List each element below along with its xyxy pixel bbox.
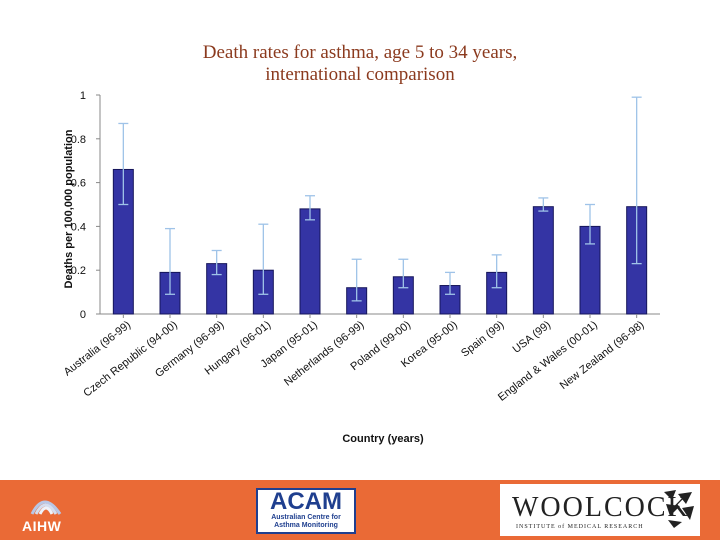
y-tick-label: 0.8 bbox=[71, 134, 86, 146]
aihw-logo-text: AIHW bbox=[22, 518, 62, 534]
x-axis-title: Country (years) bbox=[342, 433, 424, 445]
x-tick-labels: Australia (96-99)Czech Republic (94-00)G… bbox=[62, 314, 647, 404]
y-axis: 0 0.2 0.4 0.6 0.8 1 bbox=[71, 90, 660, 321]
woolcock-logo: WOOLCOCK INSTITUTE of MEDICAL RESEARCH bbox=[500, 484, 700, 536]
aihw-logo-icon bbox=[30, 500, 62, 515]
acam-logo: ACAM Australian Centre for Asthma Monito… bbox=[256, 488, 356, 534]
chart-title-line-1: Death rates for asthma, age 5 to 34 year… bbox=[202, 42, 518, 63]
y-axis-title: Deaths per 100,000 population bbox=[63, 129, 75, 288]
woolcock-emblem-icon bbox=[664, 490, 694, 528]
chart-title: Death rates for asthma, age 5 to 34 year… bbox=[0, 42, 720, 86]
x-tick-label: USA (99) bbox=[511, 319, 554, 356]
woolcock-logo-name: WOOLCOCK bbox=[512, 492, 690, 523]
woolcock-logo-subtitle: INSTITUTE of MEDICAL RESEARCH bbox=[516, 524, 644, 530]
y-tick-label: 0.4 bbox=[71, 221, 86, 233]
error-bars bbox=[118, 96, 642, 302]
acam-subtitle-line-1: Australian Centre for bbox=[271, 514, 341, 521]
y-tick-label: 0 bbox=[80, 309, 86, 321]
bar bbox=[532, 206, 554, 315]
y-tick-label: 1 bbox=[80, 90, 86, 102]
x-tick-label: Czech Republic (94-00) bbox=[81, 319, 179, 400]
y-tick-label: 0.6 bbox=[71, 178, 86, 190]
chart-title-line-2: international comparison bbox=[265, 64, 455, 85]
bar bbox=[299, 208, 321, 315]
acam-subtitle-line-2: Asthma Monitoring bbox=[274, 522, 338, 529]
y-tick-label: 0.2 bbox=[71, 265, 86, 277]
acam-logo-title: ACAM bbox=[270, 488, 342, 515]
footer-banner: AIHW ACAM Australian Centre for Asthma M… bbox=[0, 480, 720, 540]
bar-chart: 0 0.2 0.4 0.6 0.8 1 Australia (96-99)Czech Re… bbox=[62, 90, 660, 445]
x-tick-label: New Zealand (96-98) bbox=[558, 319, 647, 392]
acam-logo-subtitle: Australian Centre for Asthma Monitoring bbox=[258, 514, 354, 530]
x-tick-label: Netherlands (96-99) bbox=[282, 319, 366, 389]
bars bbox=[112, 168, 648, 315]
x-tick-label: Spain (99) bbox=[459, 319, 506, 360]
